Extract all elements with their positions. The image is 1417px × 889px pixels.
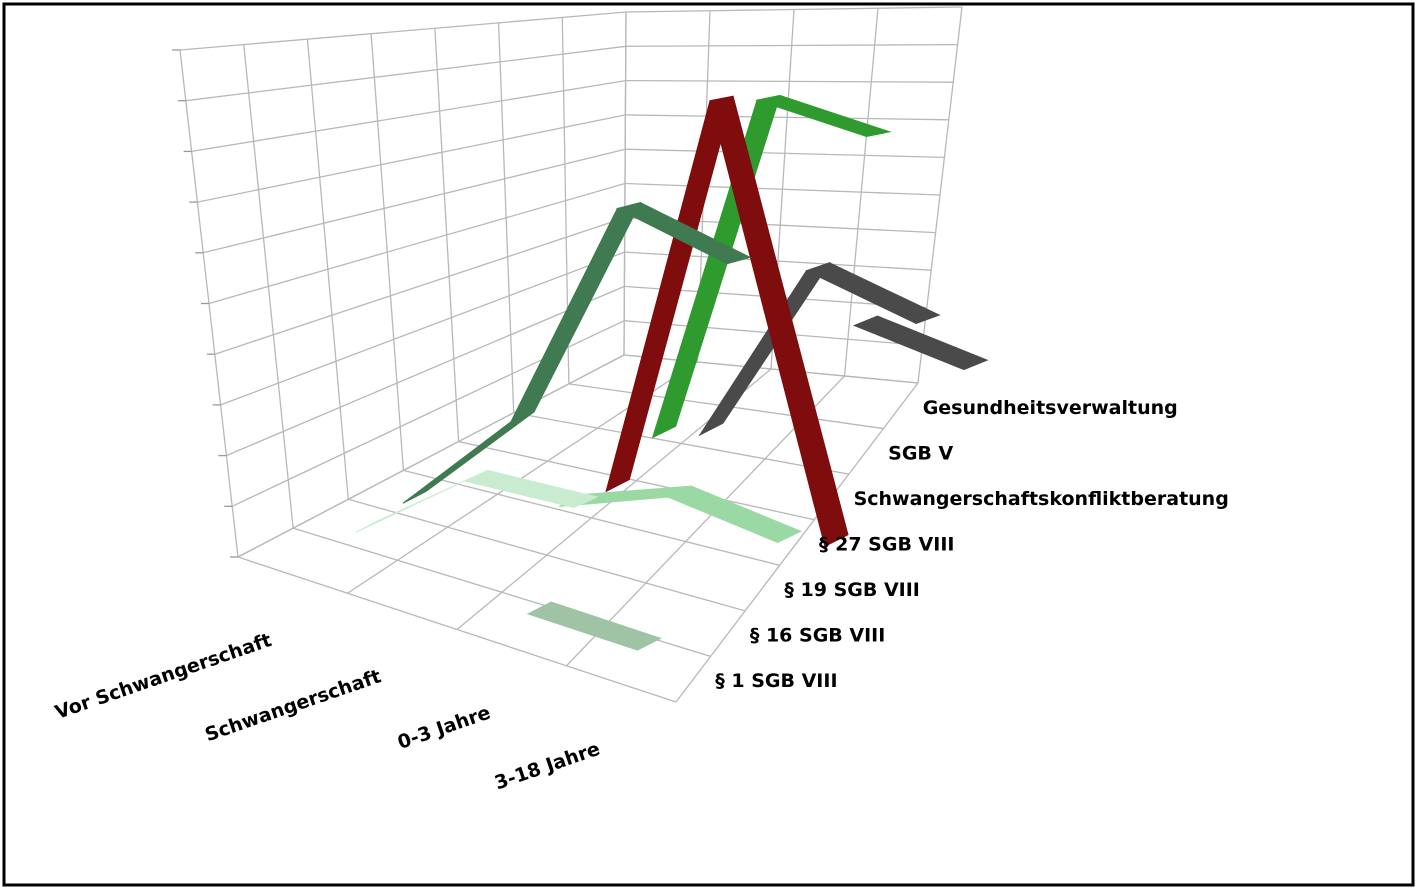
wall-grid-line bbox=[625, 6, 963, 13]
depth-label: § 1 SGB VIII bbox=[715, 670, 837, 692]
floor-grid-line bbox=[458, 440, 815, 521]
floor-grid-line bbox=[237, 556, 677, 703]
floor-grid-line bbox=[675, 382, 919, 703]
depth-label: Schwangerschaftskonfliktberatung bbox=[854, 488, 1229, 510]
wall-grid-line bbox=[214, 217, 626, 355]
wall-grid-line bbox=[226, 285, 625, 457]
depth-label: § 16 SGB VIII bbox=[750, 625, 885, 647]
wall-grid-line bbox=[220, 251, 625, 406]
series-2-segment-2 bbox=[615, 202, 752, 265]
wall-grid-line bbox=[197, 114, 626, 203]
series-0-segment-0 bbox=[526, 601, 663, 651]
floor-grid-line bbox=[513, 412, 849, 475]
wall-grid-line bbox=[191, 79, 626, 153]
wall-grid-line bbox=[625, 114, 949, 121]
series-4-segment-1 bbox=[709, 95, 849, 548]
data-series bbox=[355, 94, 989, 651]
depth-label: § 19 SGB VIII bbox=[784, 579, 919, 601]
series-6-segment-1 bbox=[805, 262, 941, 324]
wall-grid-line bbox=[179, 11, 627, 51]
depth-label: Gesundheitsverwaltung bbox=[923, 397, 1178, 419]
wall-grid-line bbox=[237, 354, 625, 558]
series-1-segment-1 bbox=[462, 469, 599, 509]
floor-grid-line bbox=[348, 498, 746, 612]
series-5-segment-1 bbox=[755, 94, 892, 138]
wall-grid-line bbox=[625, 43, 958, 47]
wall-grid-line bbox=[203, 148, 626, 254]
series-3-segment-1 bbox=[666, 485, 803, 543]
wall-grid-line bbox=[624, 182, 941, 196]
floor-grid-line bbox=[403, 469, 780, 566]
depth-label: § 27 SGB VIII bbox=[819, 534, 954, 556]
series-7-segment-0 bbox=[852, 315, 989, 371]
wall-grid-line bbox=[185, 45, 626, 102]
wall-grid-line bbox=[208, 182, 626, 305]
depth-label: SGB V bbox=[888, 442, 953, 464]
wall-grid-line bbox=[625, 79, 954, 83]
wall-grid-line bbox=[625, 148, 945, 159]
wall-grid-line bbox=[623, 354, 919, 384]
